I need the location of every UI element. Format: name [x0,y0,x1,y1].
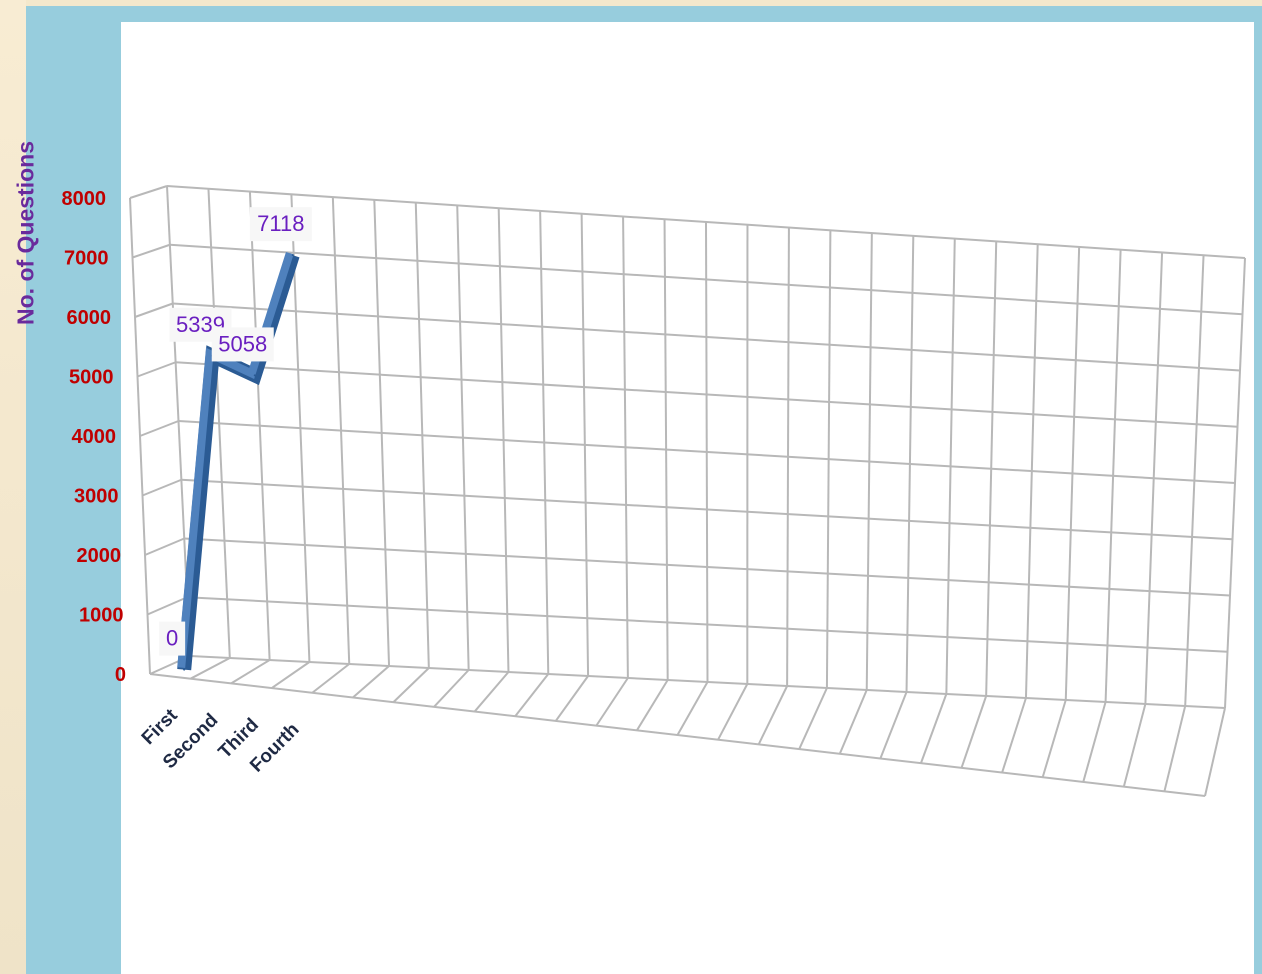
data-label: 7118 [257,211,304,236]
data-label: 0 [166,626,178,651]
plot-area-background [121,22,1254,974]
floor-gridline [717,683,749,741]
y-tick-label: 0 [115,664,126,686]
floor-gridline [838,689,868,755]
floor-gridline [879,691,908,759]
y-tick-label: 6000 [67,307,112,329]
floor-gridline [636,679,669,731]
floor-right-edge [1204,707,1226,797]
side-wall-gridline [134,302,174,318]
side-wall-gridline [147,596,188,616]
floor-gridline [392,667,430,703]
floor-gridline [920,693,948,764]
y-axis-ticks: 0 1000 2000 3000 4000 5000 6000 7000 8000 [62,188,127,686]
floor-gridline [595,677,629,727]
wall-horizontal-gridline [181,478,1233,541]
floor-gridline [230,659,271,685]
data-point [253,374,256,377]
floor-gridline [1001,697,1027,773]
chart-floor [149,655,1226,797]
series-line-face [177,251,294,668]
floor-gridline [1163,705,1187,792]
data-point [183,668,186,671]
y-tick-label: 3000 [74,486,119,508]
floor-gridline [1122,703,1147,787]
floor-gridline [798,687,828,750]
data-label: 5058 [218,331,267,356]
y-tick-label: 1000 [79,605,124,627]
side-wall-top-edge [129,185,168,199]
floor-gridline [473,671,510,713]
floor-gridline [1082,701,1107,783]
wall-horizontal-gridline [169,243,1243,316]
data-label-box [211,327,274,362]
wall-horizontal-gridline [189,655,1226,709]
floor-gridline [514,673,550,717]
wall-horizontal-gridline [175,361,1238,428]
side-wall-gridline [139,420,179,437]
y-tick-label: 7000 [64,248,109,270]
wall-horizontal-gridline [178,420,1236,484]
floor-gridline [757,685,789,745]
floor-gridline [271,661,310,689]
side-wall-gridline [132,243,171,259]
floor-gridline [433,669,470,708]
wall-horizontal-gridline [187,596,1228,653]
side-wall-gridline [144,537,185,556]
floor-gridline [1041,699,1067,778]
floor-gridline [554,675,589,722]
data-label-box [159,621,186,656]
y-tick-label: 2000 [77,545,122,567]
background-strip [0,0,26,974]
floor-gridline [311,663,350,694]
side-wall-gridline [142,478,182,497]
y-tick-label: 4000 [72,426,117,448]
wall-horizontal-gridline [172,302,1241,372]
y-tick-label: 8000 [62,188,107,210]
wall-horizontal-gridline [166,185,1246,259]
floor-gridline [190,657,231,680]
floor-gridline [960,695,988,769]
data-label-box [249,207,312,242]
wall-horizontal-gridline [184,537,1231,597]
floor-gridline [352,665,390,699]
side-wall-gridline [137,361,176,378]
chart-back-wall [129,185,1246,709]
y-tick-label: 5000 [69,367,114,389]
data-point [291,254,294,257]
floor-gridline [676,681,709,736]
